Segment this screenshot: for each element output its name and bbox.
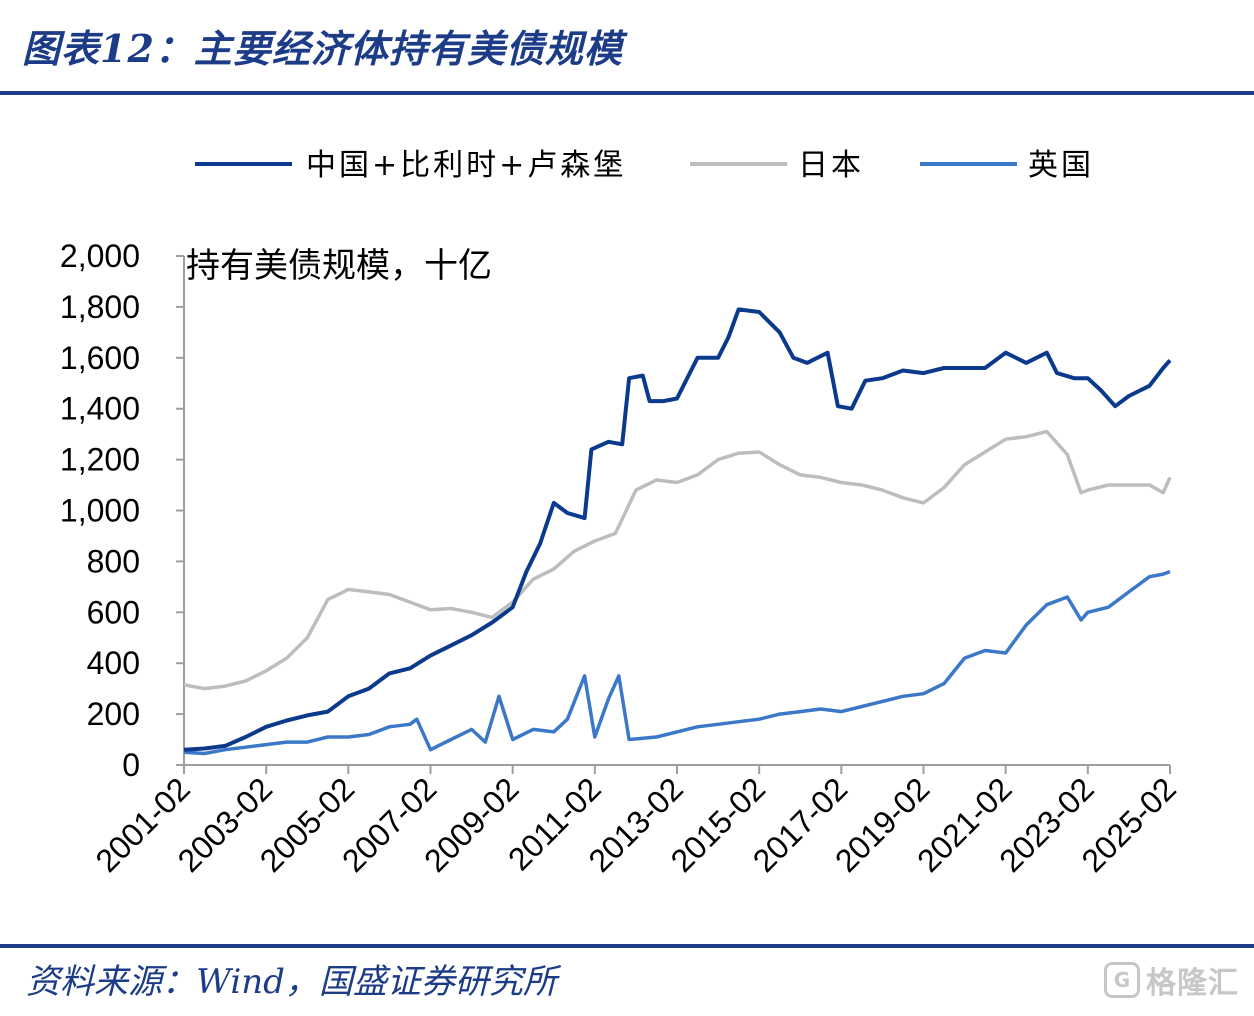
source-note: 资料来源：Wind，国盛证券研究所	[26, 962, 557, 1002]
chart-axes: 0 200 400 600 800 1,000 1,200 1,400 1,600 1,800 2,…	[60, 238, 1183, 879]
y-axis-label: 持有美债规模，十亿	[186, 246, 492, 286]
series-line-1	[183, 307, 1172, 752]
series-line-2	[183, 429, 1172, 691]
footer-divider	[0, 944, 1254, 948]
chart-series	[183, 307, 1172, 756]
watermark-text: 格隆汇	[1146, 966, 1239, 1001]
y-tick-label: 1,200	[60, 442, 140, 478]
watermark-logo-icon: G	[1104, 962, 1140, 998]
y-tick-label: 400	[87, 645, 140, 681]
y-tick-label: 2,000	[60, 238, 140, 274]
y-tick-label: 200	[87, 696, 140, 732]
y-tick-label: 800	[87, 543, 140, 579]
legend-label: 英国	[1028, 148, 1094, 183]
y-tick-label: 600	[87, 594, 140, 630]
header-divider	[0, 91, 1254, 95]
figure-title: 图表12：主要经济体持有美债规模	[22, 26, 623, 71]
watermark: G 格隆汇	[1104, 958, 1242, 1002]
chart-area: 中国+比利时+卢森堡 日本 英国 持有美债规模，十亿 0 200 400 600 800 1,…	[60, 148, 1183, 879]
legend-label: 日本	[798, 148, 864, 183]
y-tick-label: 1,000	[60, 493, 140, 529]
y-tick-label: 1,400	[60, 391, 140, 427]
legend-label: 中国+比利时+卢森堡	[306, 148, 626, 183]
chart-legend: 中国+比利时+卢森堡 日本 英国	[195, 148, 1094, 183]
y-tick-label: 1,800	[60, 289, 140, 325]
y-tick-label: 0	[122, 747, 140, 783]
series-line-3	[183, 569, 1171, 756]
y-tick-label: 1,600	[60, 340, 140, 376]
